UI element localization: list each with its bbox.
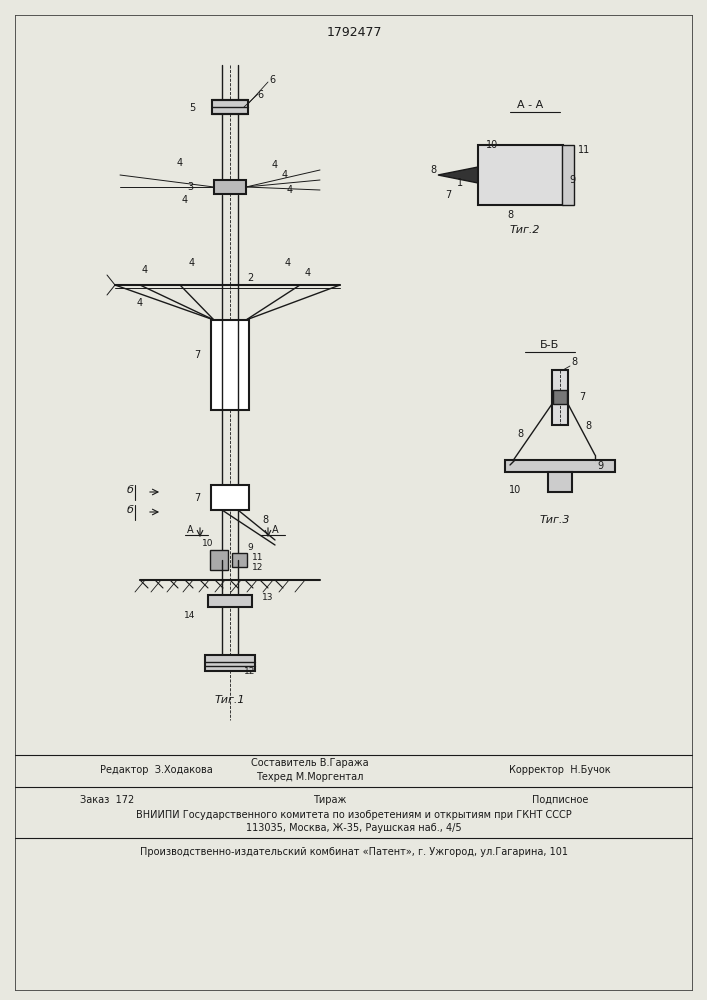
Text: б: б [127, 505, 134, 515]
Bar [562, 145, 574, 205]
Text: 4: 4 [142, 265, 148, 275]
Text: A - A: A - A [517, 100, 543, 110]
Text: 13: 13 [262, 593, 274, 602]
Text: 1: 1 [457, 178, 463, 188]
Text: 9: 9 [569, 175, 575, 185]
Text: 10: 10 [202, 538, 214, 548]
Text: 7: 7 [194, 350, 200, 360]
Bar [214, 180, 246, 194]
Bar [205, 655, 255, 671]
Text: 1792477: 1792477 [326, 25, 382, 38]
Text: A: A [187, 525, 193, 535]
Text: A: A [271, 525, 279, 535]
Bar [232, 553, 247, 567]
Text: 11: 11 [578, 145, 590, 155]
Text: Корректор  Н.Бучок: Корректор Н.Бучок [509, 765, 611, 775]
Text: 4: 4 [182, 195, 188, 205]
Bar [208, 595, 252, 607]
Text: 8: 8 [507, 210, 513, 220]
Text: 3: 3 [187, 182, 193, 192]
Text: Техред М.Моргентал: Техред М.Моргентал [257, 772, 363, 782]
Text: 113035, Москва, Ж-35, Раушская наб., 4/5: 113035, Москва, Ж-35, Раушская наб., 4/5 [246, 823, 462, 833]
Text: 14: 14 [185, 610, 196, 619]
Text: Составитель В.Гаража: Составитель В.Гаража [251, 758, 369, 768]
Text: Редактор  З.Ходакова: Редактор З.Ходакова [100, 765, 213, 775]
Bar [478, 145, 563, 205]
Text: 8: 8 [517, 429, 523, 439]
Text: 4: 4 [272, 160, 278, 170]
Text: 9: 9 [597, 461, 603, 471]
Bar [548, 472, 572, 492]
Text: 4: 4 [287, 185, 293, 195]
Text: 2: 2 [247, 273, 253, 283]
Text: 11: 11 [252, 554, 264, 562]
Text: 12: 12 [252, 564, 264, 572]
Text: 4: 4 [137, 298, 143, 308]
Text: 4: 4 [305, 268, 311, 278]
Text: Производственно-издательский комбинат «Патент», г. Ужгород, ул.Гагарина, 101: Производственно-издательский комбинат «П… [140, 847, 568, 857]
Text: 4: 4 [282, 170, 288, 180]
Text: Подписное: Подписное [532, 795, 588, 805]
Text: Б-Б: Б-Б [540, 340, 560, 350]
Text: 7: 7 [579, 392, 585, 402]
Text: 6: 6 [257, 90, 263, 100]
Bar [211, 485, 249, 510]
Text: Τиг.2: Τиг.2 [510, 225, 540, 235]
Text: 4: 4 [177, 158, 183, 168]
Bar [212, 100, 248, 114]
Text: 4: 4 [285, 258, 291, 268]
Text: б: б [127, 485, 134, 495]
Text: Τиг.3: Τиг.3 [539, 515, 571, 525]
Text: 8: 8 [262, 515, 268, 525]
Text: 8: 8 [571, 357, 577, 367]
Text: 10: 10 [486, 140, 498, 150]
Text: ВНИИПИ Государственного комитета по изобретениям и открытиям при ГКНТ СССР: ВНИИПИ Государственного комитета по изоб… [136, 810, 572, 820]
Polygon shape [438, 167, 478, 183]
Text: 7: 7 [194, 493, 200, 503]
Text: 8: 8 [430, 165, 436, 175]
Text: 12: 12 [245, 668, 256, 676]
Bar [553, 390, 567, 404]
Text: 6: 6 [269, 75, 275, 85]
Bar [211, 320, 249, 410]
Circle shape [526, 167, 542, 183]
Text: 7: 7 [445, 190, 451, 200]
Text: Тираж: Тираж [313, 795, 346, 805]
Bar [552, 370, 568, 425]
Text: Заказ  172: Заказ 172 [80, 795, 134, 805]
Text: 8: 8 [585, 421, 591, 431]
Circle shape [498, 167, 514, 183]
Text: Τиг.1: Τиг.1 [215, 695, 245, 705]
Text: 10: 10 [509, 485, 521, 495]
Text: 9: 9 [247, 544, 253, 552]
Text: 4: 4 [189, 258, 195, 268]
Bar [505, 460, 615, 472]
Bar [210, 550, 228, 570]
Text: 5: 5 [189, 103, 195, 113]
